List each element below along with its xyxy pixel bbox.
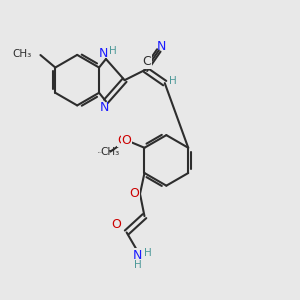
Text: O: O [118, 134, 128, 147]
Text: N: N [157, 40, 166, 53]
Text: N: N [133, 249, 142, 262]
Text: H: H [144, 248, 151, 258]
Text: C: C [142, 55, 151, 68]
Text: H: H [134, 260, 142, 270]
Text: O: O [122, 134, 132, 147]
Text: CH₃: CH₃ [100, 147, 119, 157]
Text: CH₃: CH₃ [13, 49, 32, 58]
Text: methoxy: methoxy [98, 152, 104, 153]
Text: N: N [100, 101, 109, 114]
Text: H: H [169, 76, 177, 86]
Text: O: O [111, 218, 121, 231]
Text: H: H [110, 46, 117, 56]
Text: N: N [99, 47, 108, 60]
Text: O: O [130, 187, 140, 200]
